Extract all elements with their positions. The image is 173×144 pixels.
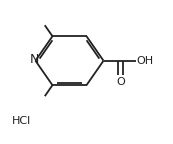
Text: N: N	[29, 54, 39, 67]
Text: O: O	[116, 77, 125, 87]
Text: OH: OH	[136, 56, 154, 66]
Text: HCl: HCl	[12, 116, 31, 126]
